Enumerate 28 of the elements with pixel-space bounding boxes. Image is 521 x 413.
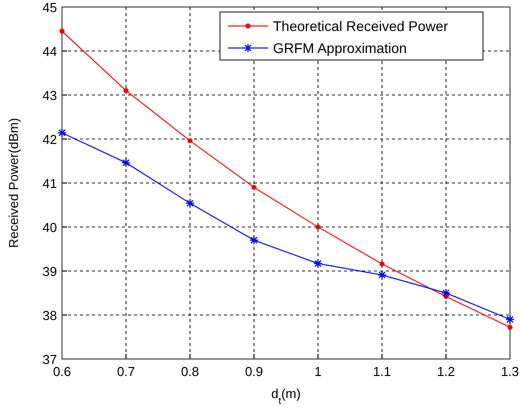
y-tick-label: 42 (42, 132, 57, 147)
point (380, 261, 384, 266)
point (316, 224, 320, 230)
x-tick-label: 1.3 (500, 364, 520, 379)
y-tick-label: 43 (42, 88, 57, 103)
legend-label: GRFM Approximation (273, 40, 407, 56)
x-tick-label: 0.6 (52, 364, 72, 379)
x-tick-label: 1 (314, 364, 322, 379)
x-tick-label: 0.7 (116, 364, 136, 379)
y-tick-label: 45 (42, 0, 57, 15)
point (60, 28, 64, 34)
y-axis-title: Received Power(dBm) (6, 118, 21, 248)
point (124, 88, 128, 94)
point (188, 138, 192, 144)
y-tick-label: 40 (42, 220, 57, 235)
point (508, 324, 512, 330)
y-tick-label: 37 (42, 352, 57, 367)
y-tick-label: 41 (42, 176, 57, 191)
x-tick-label: 0.8 (180, 364, 200, 379)
y-tick-label: 44 (42, 44, 57, 59)
x-tick-label: 1.1 (372, 364, 392, 379)
y-tick-label: 38 (42, 308, 57, 323)
x-tick-label: 1.2 (436, 364, 456, 379)
point (252, 184, 256, 190)
x-axis-title: d$_{t}$(m) (271, 386, 301, 406)
legend-label: Theoretical Received Power (273, 18, 448, 34)
x-tick-label: 0.9 (244, 364, 264, 379)
y-tick-label: 39 (42, 264, 57, 279)
